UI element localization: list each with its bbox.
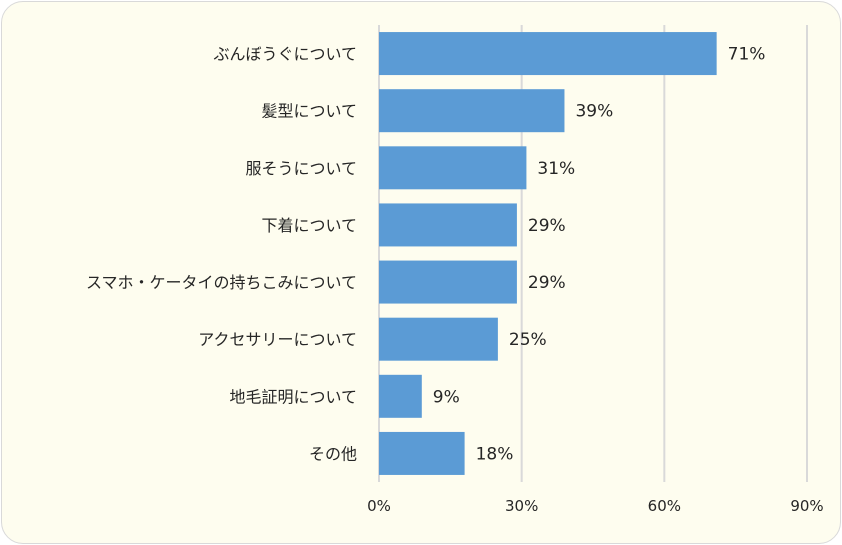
- x-tick-label: 0%: [367, 497, 391, 515]
- category-label: その他: [309, 444, 357, 463]
- category-label: 下着について: [261, 216, 357, 235]
- category-label: スマホ・ケータイの持ちこみについて: [86, 273, 357, 292]
- value-label: 39%: [575, 102, 613, 122]
- bar: [379, 32, 717, 76]
- category-label: 服そうについて: [245, 159, 357, 178]
- value-label: 31%: [537, 159, 575, 179]
- value-label: 25%: [509, 330, 547, 350]
- bar: [379, 431, 465, 475]
- bar: [379, 374, 422, 418]
- value-label: 29%: [528, 273, 566, 293]
- bar: [379, 89, 565, 133]
- bar: [379, 260, 517, 304]
- value-label: 29%: [528, 216, 566, 236]
- x-tick-label: 30%: [505, 497, 538, 515]
- category-label: アクセサリーについて: [198, 330, 357, 349]
- x-tick-label: 90%: [790, 497, 823, 515]
- category-label: 髪型について: [261, 102, 357, 121]
- value-label: 18%: [476, 444, 514, 464]
- bar: [379, 146, 527, 190]
- category-label: 地毛証明について: [229, 387, 357, 406]
- x-tick-label: 60%: [648, 497, 681, 515]
- bar: [379, 317, 498, 361]
- value-label: 71%: [728, 45, 766, 65]
- bar: [379, 203, 517, 247]
- value-label: 9%: [433, 387, 460, 407]
- category-label: ぶんぼうぐについて: [213, 45, 357, 64]
